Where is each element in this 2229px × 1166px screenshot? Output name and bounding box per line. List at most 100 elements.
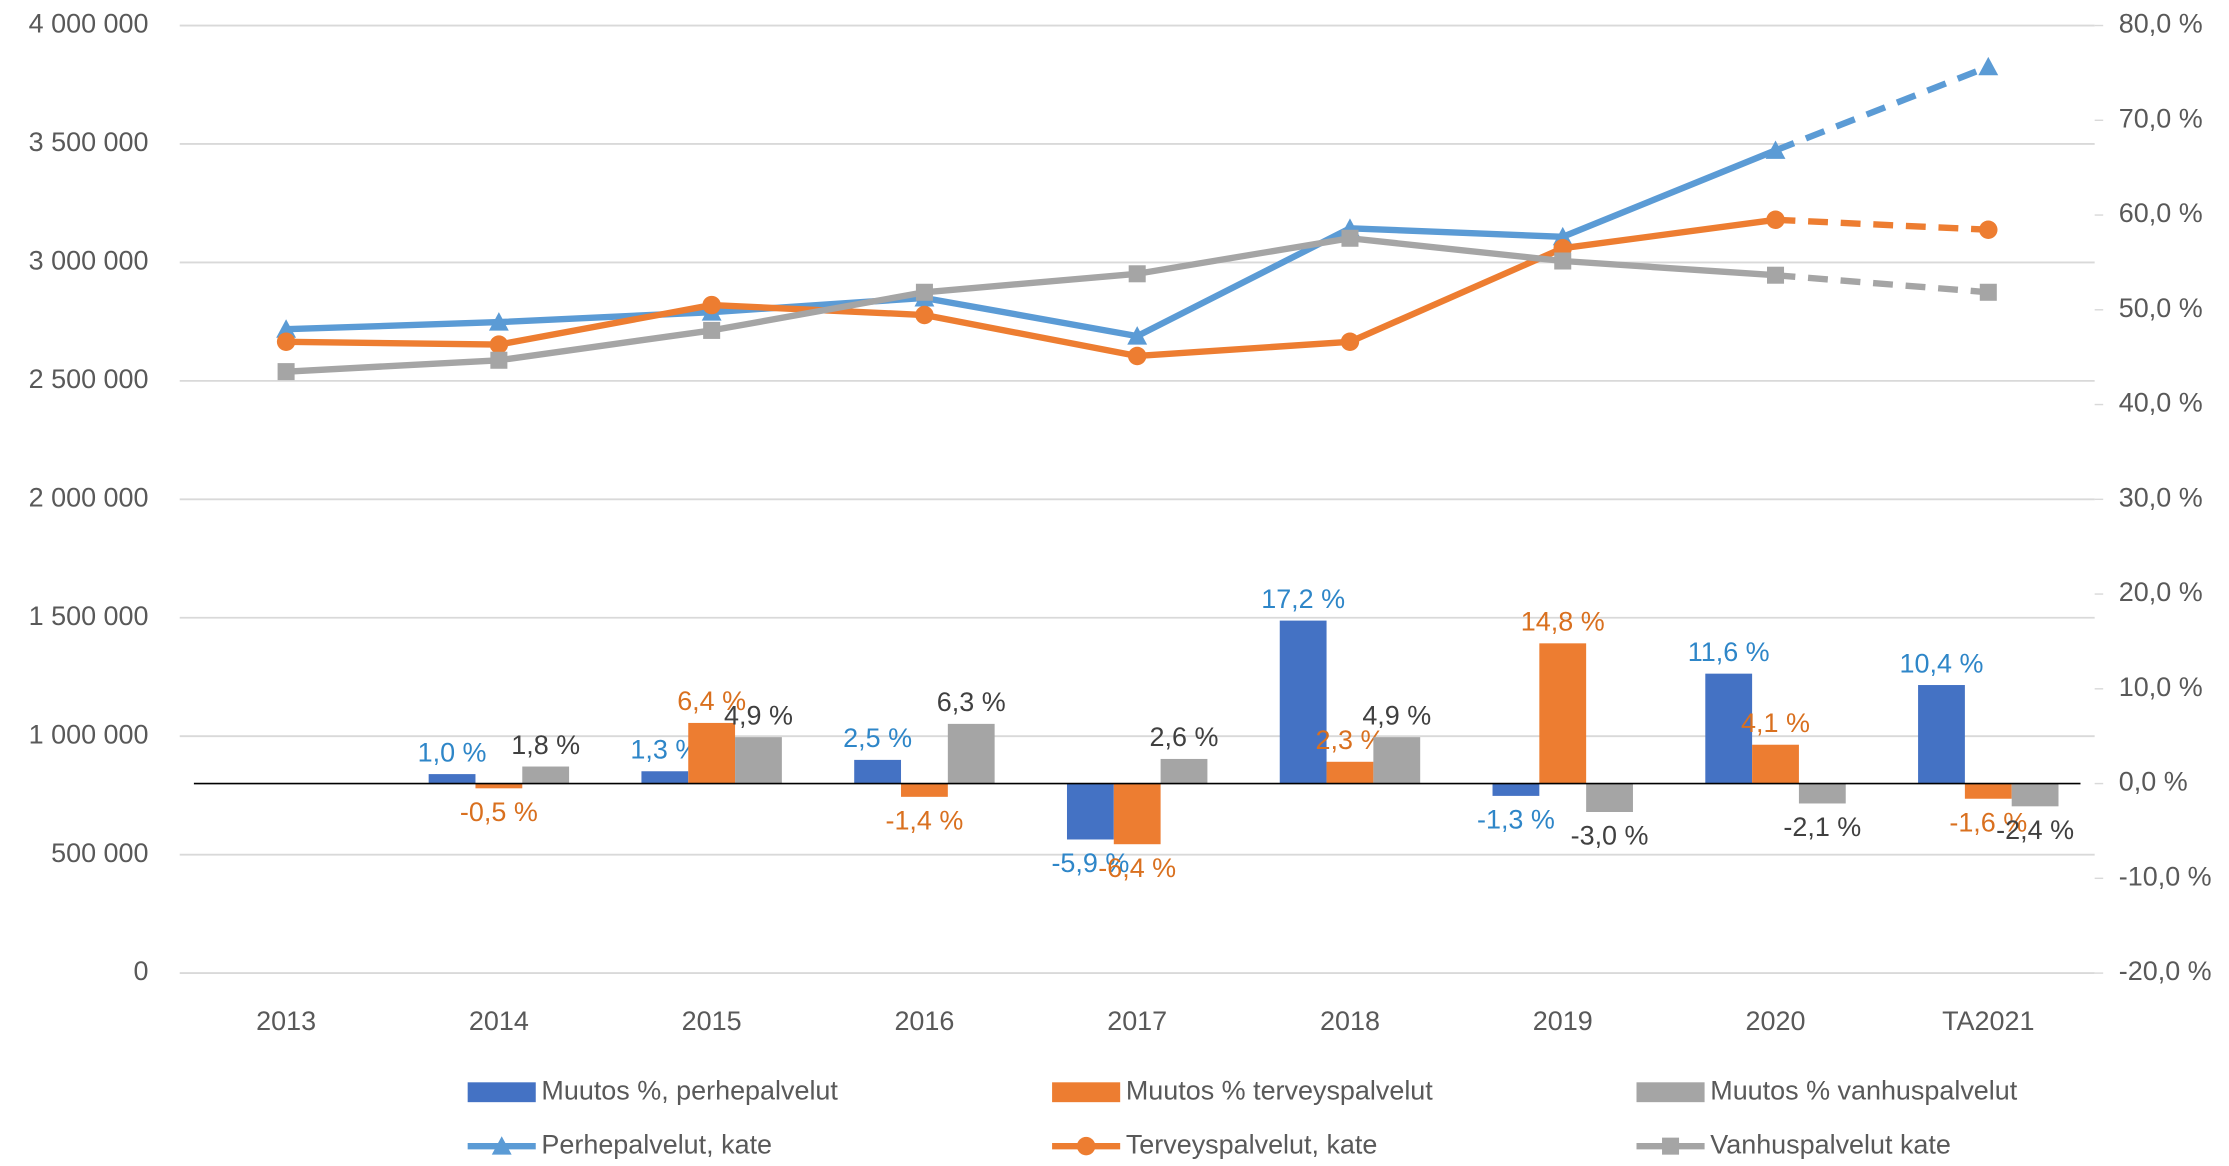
line-marker: [702, 295, 721, 315]
line-marker: [1340, 332, 1360, 351]
y2-tick-label: 80,0 %: [2119, 9, 2203, 39]
bar: [1752, 744, 1799, 784]
x-tick-label: 2018: [1320, 1006, 1380, 1036]
bar: [1918, 685, 1965, 784]
line-marker: [1128, 265, 1146, 283]
line-marker: [1127, 346, 1147, 366]
data-label: 17,2 %: [1261, 584, 1345, 614]
y2-tick-label: 50,0 %: [2119, 293, 2203, 323]
y2-tick-label: 60,0 %: [2119, 198, 2203, 228]
data-label: 11,6 %: [1688, 637, 1770, 667]
bar: [428, 774, 476, 784]
line-marker: [1978, 56, 1999, 76]
bar: [475, 783, 523, 789]
bar: [1705, 673, 1753, 784]
bar: [1964, 783, 2012, 799]
y-tick-label: 4 000 000: [29, 9, 149, 39]
line-marker: [490, 351, 508, 369]
y2-tick-label: 40,0 %: [2119, 388, 2203, 418]
data-label: -1,4 %: [885, 805, 963, 835]
data-label: -2,4 %: [1996, 815, 2074, 845]
data-label: -3,0 %: [1571, 821, 1649, 851]
bar: [735, 737, 782, 784]
line-marker: [1766, 210, 1785, 230]
y2-tick-label: 20,0 %: [2119, 577, 2203, 607]
bar: [947, 723, 995, 784]
y-tick-label: 3 000 000: [29, 246, 149, 276]
line: [285, 147, 1777, 340]
line: [1775, 216, 1989, 233]
x-tick-label: 2020: [1746, 1006, 1806, 1036]
data-label: 4,1 %: [1741, 708, 1810, 738]
line: [1774, 63, 1990, 154]
line-marker: [1979, 220, 1998, 239]
line-marker: [276, 319, 297, 338]
line-marker: [1765, 140, 1786, 159]
y-tick-label: 2 500 000: [29, 364, 149, 394]
bar: [1373, 737, 1421, 784]
line-marker: [491, 1136, 512, 1155]
line: [285, 235, 1776, 375]
bar: [522, 766, 570, 784]
line-marker: [915, 283, 933, 301]
line-marker: [276, 332, 296, 351]
data-label: 10,4 %: [1900, 648, 1984, 678]
data-label: -5,9 %: [1051, 848, 1129, 878]
y-tick-label: 1 500 000: [29, 601, 149, 631]
bar: [1492, 783, 1540, 796]
bar: [1326, 761, 1374, 784]
line-marker: [489, 335, 509, 354]
y-tick-label: 1 000 000: [29, 719, 149, 749]
line-marker: [1554, 252, 1572, 270]
x-tick-label: TA2021: [1942, 1006, 2034, 1036]
bar: [2011, 783, 2059, 807]
data-label: 2,6 %: [1150, 722, 1219, 752]
data-label: 2,5 %: [843, 723, 912, 753]
y-tick-label: 3 500 000: [29, 127, 149, 157]
legend-label: Terveyspalvelut, kate: [1126, 1129, 1378, 1159]
y2-tick-label: 0,0 %: [2119, 767, 2188, 797]
data-label: -2,1 %: [1783, 812, 1861, 842]
x-tick-label: 2016: [894, 1006, 954, 1036]
legend-swatch: [1052, 1082, 1121, 1103]
y-tick-label: 0: [134, 956, 149, 986]
data-label: 6,4 %: [677, 686, 746, 716]
data-label: 14,8 %: [1521, 607, 1605, 637]
y2-tick-label: -20,0 %: [2119, 956, 2212, 986]
bar: [1066, 783, 1114, 840]
line-marker: [1979, 283, 1997, 301]
data-label: -1,6 %: [1949, 807, 2027, 837]
line-marker: [1076, 1136, 1096, 1156]
bar: [1160, 758, 1208, 784]
data-label: -1,3 %: [1477, 805, 1555, 835]
y2-tick-label: 70,0 %: [2119, 103, 2203, 133]
legend-marker: [1662, 1137, 1680, 1155]
legend-marker: [1076, 1136, 1096, 1156]
line-marker: [1662, 1137, 1680, 1155]
data-label: 6,3 %: [937, 687, 1006, 717]
legend-swatch: [467, 1082, 536, 1103]
line: [286, 216, 1776, 360]
bar: [1539, 643, 1587, 784]
y-tick-label: 2 000 000: [29, 482, 149, 512]
data-label: 4,9 %: [724, 700, 793, 730]
bar: [688, 722, 736, 784]
line-marker: [703, 321, 721, 339]
bar: [901, 783, 948, 797]
legend-label: Perhepalvelut, kate: [541, 1129, 772, 1159]
data-label: 1,3 %: [630, 735, 699, 765]
data-label: 1,8 %: [511, 730, 580, 760]
x-tick-label: 2015: [682, 1006, 742, 1036]
x-tick-label: 2019: [1533, 1006, 1593, 1036]
line-marker: [1127, 326, 1148, 345]
bar: [1113, 783, 1161, 845]
bar: [1586, 783, 1633, 813]
data-label: -6,4 %: [1098, 853, 1176, 883]
bar: [1798, 783, 1846, 804]
y2-tick-label: -10,0 %: [2119, 861, 2212, 891]
y2-tick-label: 10,0 %: [2119, 672, 2203, 702]
x-tick-label: 2013: [256, 1006, 316, 1036]
line-marker: [915, 305, 934, 325]
bar: [1279, 620, 1327, 784]
